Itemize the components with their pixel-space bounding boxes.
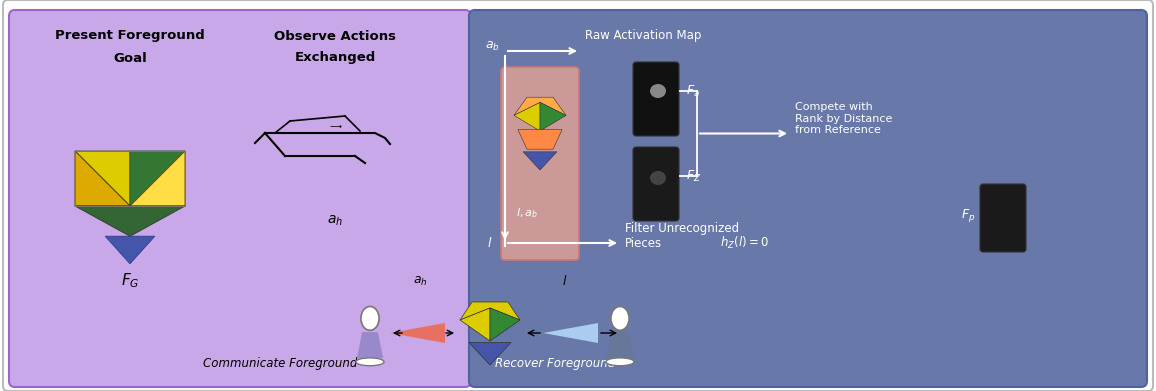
Polygon shape xyxy=(460,308,490,341)
Text: Present Foreground: Present Foreground xyxy=(55,29,205,43)
Text: Raw Activation Map: Raw Activation Map xyxy=(585,29,702,43)
Text: $F_G$: $F_G$ xyxy=(120,272,139,291)
FancyBboxPatch shape xyxy=(469,10,1147,387)
Polygon shape xyxy=(514,97,566,115)
Text: Communicate Foreground: Communicate Foreground xyxy=(202,357,357,369)
Polygon shape xyxy=(105,236,155,264)
Polygon shape xyxy=(490,308,520,341)
Ellipse shape xyxy=(361,307,379,330)
Polygon shape xyxy=(129,151,185,206)
Polygon shape xyxy=(540,102,566,131)
Polygon shape xyxy=(518,130,562,149)
Polygon shape xyxy=(469,343,511,365)
Text: $a_b$: $a_b$ xyxy=(486,39,501,52)
Text: $l$: $l$ xyxy=(487,236,492,250)
Polygon shape xyxy=(390,323,445,343)
Ellipse shape xyxy=(650,84,666,98)
Text: $F_Z$: $F_Z$ xyxy=(686,169,702,183)
Text: $l, a_b$: $l, a_b$ xyxy=(516,206,539,220)
Text: $a_h$: $a_h$ xyxy=(413,274,428,287)
FancyBboxPatch shape xyxy=(9,10,470,387)
Ellipse shape xyxy=(650,171,666,185)
Polygon shape xyxy=(75,151,129,206)
Polygon shape xyxy=(607,332,632,358)
Polygon shape xyxy=(357,332,383,358)
FancyBboxPatch shape xyxy=(633,62,679,136)
Polygon shape xyxy=(514,102,540,131)
Text: $a_h$: $a_h$ xyxy=(327,214,343,228)
FancyBboxPatch shape xyxy=(501,67,579,260)
Text: Observe Actions: Observe Actions xyxy=(274,29,397,43)
Text: $F_p$: $F_p$ xyxy=(961,208,975,224)
Polygon shape xyxy=(543,323,598,343)
Text: ⟶: ⟶ xyxy=(329,122,341,131)
FancyBboxPatch shape xyxy=(980,184,1027,252)
Text: $F_a$: $F_a$ xyxy=(686,83,701,99)
Text: $h_Z(l) = 0$: $h_Z(l) = 0$ xyxy=(720,235,769,251)
FancyBboxPatch shape xyxy=(633,147,679,221)
Polygon shape xyxy=(460,302,520,320)
Polygon shape xyxy=(129,151,185,206)
Text: Exchanged: Exchanged xyxy=(295,52,376,65)
Text: Goal: Goal xyxy=(113,52,147,65)
Text: $l$: $l$ xyxy=(562,274,568,288)
Ellipse shape xyxy=(610,307,629,330)
Ellipse shape xyxy=(606,358,633,366)
FancyBboxPatch shape xyxy=(3,0,1153,391)
Polygon shape xyxy=(75,151,129,206)
Ellipse shape xyxy=(356,358,384,366)
Text: Filter Unrecognized
Pieces: Filter Unrecognized Pieces xyxy=(625,222,739,250)
Text: Compete with
Rank by Distance
from Reference: Compete with Rank by Distance from Refer… xyxy=(795,102,892,135)
Text: Recover Foreground: Recover Foreground xyxy=(495,357,615,369)
Polygon shape xyxy=(524,152,557,170)
Polygon shape xyxy=(75,206,185,236)
